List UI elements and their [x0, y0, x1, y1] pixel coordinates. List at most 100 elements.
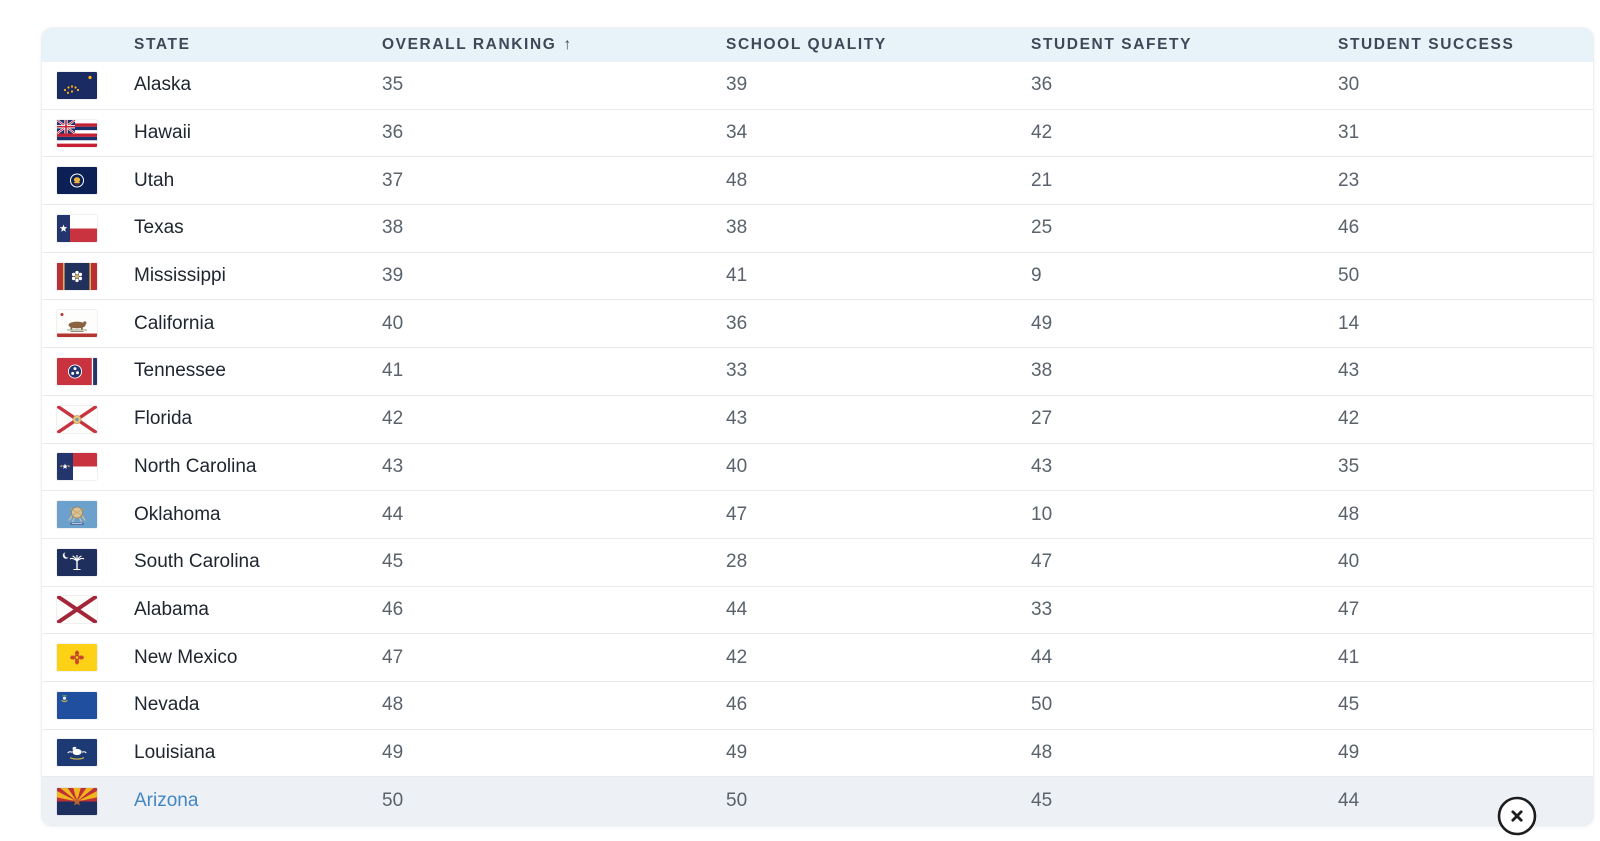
student-safety-value: 25 [1031, 217, 1053, 239]
student-success-value: 49 [1338, 741, 1360, 763]
state-name-link[interactable]: Arizona [134, 790, 199, 812]
student-success-value: 48 [1338, 503, 1360, 525]
student-success-value: 42 [1338, 408, 1360, 430]
school-quality-value: 43 [726, 408, 748, 430]
table-row[interactable]: North Carolina 43 40 43 35 [42, 443, 1593, 492]
table-row[interactable]: Utah 37 48 21 23 [42, 157, 1593, 206]
flag-cell [42, 214, 134, 242]
table-row[interactable]: Alabama 46 44 33 47 [42, 586, 1593, 635]
school-quality-value: 39 [726, 74, 748, 96]
state-name-link[interactable]: Alaska [134, 74, 192, 96]
student-safety-value: 21 [1031, 169, 1053, 191]
state-name-link[interactable]: Texas [134, 217, 184, 239]
tennessee-flag-icon [57, 357, 97, 385]
overall-ranking-value: 48 [382, 694, 404, 716]
student-success-value: 40 [1338, 551, 1360, 573]
student-success-value: 14 [1338, 312, 1360, 334]
state-name-link[interactable]: South Carolina [134, 551, 260, 573]
overall-ranking-value: 47 [382, 646, 404, 668]
overall-ranking-value: 43 [382, 455, 404, 477]
new-mexico-flag-icon [57, 644, 97, 672]
column-header-state[interactable]: STATE [134, 36, 191, 53]
oklahoma-flag-icon [57, 501, 97, 529]
table-row[interactable]: Texas 38 38 25 46 [42, 205, 1593, 253]
column-header-student-success[interactable]: STUDENT SUCCESS [1338, 36, 1515, 53]
student-safety-value: 10 [1031, 503, 1053, 525]
flag-cell [42, 71, 134, 99]
nevada-flag-icon [57, 691, 97, 719]
school-quality-value: 38 [726, 217, 748, 239]
student-safety-value: 42 [1031, 122, 1053, 144]
student-safety-value: 47 [1031, 551, 1053, 573]
state-name-link[interactable]: California [134, 312, 215, 334]
flag-cell [42, 262, 134, 290]
state-name-link[interactable]: North Carolina [134, 455, 257, 477]
alaska-flag-icon [57, 71, 97, 99]
column-header-school-quality[interactable]: SCHOOL QUALITY [726, 36, 887, 53]
flag-cell [42, 596, 134, 624]
state-name-link[interactable]: Mississippi [134, 265, 226, 287]
state-name-link[interactable]: Utah [134, 169, 175, 191]
louisiana-flag-icon [57, 739, 97, 767]
student-safety-value: 48 [1031, 741, 1053, 763]
column-header-overall-ranking[interactable]: OVERALL RANKING ↑ [382, 36, 726, 54]
table-row[interactable]: Nevada 48 46 50 45 [42, 681, 1593, 730]
overall-ranking-value: 38 [382, 217, 404, 239]
flag-cell [42, 453, 134, 481]
sort-ascending-icon: ↑ [563, 36, 573, 53]
state-name-link[interactable]: Louisiana [134, 741, 216, 763]
state-rankings-table: STATE OVERALL RANKING ↑ SCHOOL QUALITY ST… [42, 28, 1593, 825]
school-quality-value: 42 [726, 646, 748, 668]
school-quality-value: 50 [726, 790, 748, 812]
state-name-link[interactable]: Florida [134, 408, 193, 430]
column-header-student-safety[interactable]: STUDENT SAFETY [1031, 36, 1193, 53]
arizona-flag-icon [57, 787, 97, 815]
close-icon [1496, 796, 1538, 840]
table-row[interactable]: Tennessee 41 33 38 43 [42, 348, 1593, 396]
state-name-link[interactable]: Tennessee [134, 360, 226, 382]
florida-flag-icon [57, 405, 97, 433]
student-safety-value: 38 [1031, 360, 1053, 382]
overall-ranking-value: 35 [382, 74, 404, 96]
state-name-link[interactable]: Hawaii [134, 122, 192, 144]
flag-cell [42, 167, 134, 195]
student-success-value: 46 [1338, 217, 1360, 239]
state-name-link[interactable]: New Mexico [134, 646, 238, 668]
state-name-link[interactable]: Alabama [134, 598, 209, 620]
close-button[interactable] [1496, 795, 1538, 837]
student-success-value: 31 [1338, 122, 1360, 144]
school-quality-value: 49 [726, 741, 748, 763]
flag-cell [42, 310, 134, 338]
overall-ranking-value: 45 [382, 551, 404, 573]
state-name-link[interactable]: Oklahoma [134, 503, 221, 525]
state-name-link[interactable]: Nevada [134, 694, 200, 716]
table-row[interactable]: Oklahoma 44 47 10 48 [42, 491, 1593, 539]
student-safety-value: 49 [1031, 312, 1053, 334]
overall-ranking-value: 39 [382, 265, 404, 287]
mississippi-flag-icon [57, 262, 97, 290]
table-row[interactable]: Mississippi 39 41 9 50 [42, 252, 1593, 301]
student-safety-value: 44 [1031, 646, 1053, 668]
student-safety-value: 36 [1031, 74, 1053, 96]
table-row[interactable]: Arizona 50 50 45 44 [42, 777, 1593, 825]
overall-ranking-value: 42 [382, 408, 404, 430]
school-quality-value: 46 [726, 694, 748, 716]
north-carolina-flag-icon [57, 453, 97, 481]
table-row[interactable]: California 40 36 49 14 [42, 300, 1593, 349]
table-row[interactable]: New Mexico 47 42 44 41 [42, 634, 1593, 682]
table-row[interactable]: South Carolina 45 28 47 40 [42, 538, 1593, 587]
overall-ranking-value: 41 [382, 360, 404, 382]
table-row[interactable]: Florida 42 43 27 42 [42, 395, 1593, 444]
school-quality-value: 44 [726, 598, 748, 620]
school-quality-value: 47 [726, 503, 748, 525]
table-row[interactable]: Hawaii 36 34 42 31 [42, 109, 1593, 158]
overall-ranking-value: 46 [382, 598, 404, 620]
table-row[interactable]: Alaska 35 39 36 30 [42, 62, 1593, 110]
california-flag-icon [57, 310, 97, 338]
student-success-value: 23 [1338, 169, 1360, 191]
school-quality-value: 41 [726, 265, 748, 287]
texas-flag-icon [57, 214, 97, 242]
table-row[interactable]: Louisiana 49 49 48 49 [42, 729, 1593, 778]
overall-ranking-value: 44 [382, 503, 404, 525]
flag-cell [42, 739, 134, 767]
